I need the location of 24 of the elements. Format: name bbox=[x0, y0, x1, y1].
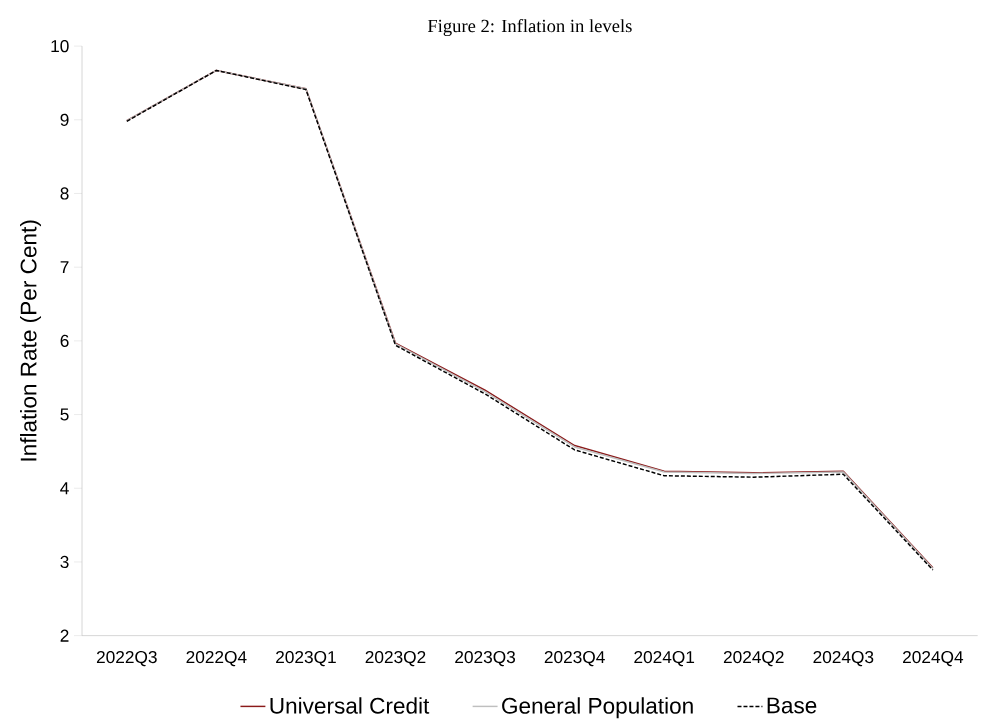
y-tick-label: 2 bbox=[60, 629, 69, 642]
x-tick-label: 2024Q4 bbox=[903, 651, 964, 667]
y-tick-label: 4 bbox=[60, 482, 69, 495]
legend-label: General Population bbox=[502, 697, 693, 719]
x-tick-label: 2022Q3 bbox=[96, 651, 157, 667]
x-tick-label: 2023Q2 bbox=[365, 651, 426, 667]
y-tick-label: 8 bbox=[60, 187, 69, 200]
x-tick-label: 2024Q3 bbox=[813, 651, 874, 667]
x-tick-label: 2023Q4 bbox=[544, 651, 605, 667]
legend-label: Base bbox=[767, 697, 817, 714]
y-tick-label: 7 bbox=[60, 261, 69, 274]
y-axis-title: Inflation Rate (Per Cent) bbox=[20, 220, 42, 461]
x-tick-label: 2023Q1 bbox=[276, 651, 336, 667]
legend-label: Universal Credit bbox=[270, 697, 430, 714]
x-tick-label: 2024Q2 bbox=[723, 651, 784, 667]
x-tick-label: 2023Q3 bbox=[455, 651, 516, 667]
y-tick-label: 3 bbox=[60, 555, 69, 569]
y-tick-label: 5 bbox=[60, 408, 69, 421]
chart-title: Figure 2: Inflation in levels bbox=[427, 19, 632, 37]
y-tick-label: 10 bbox=[51, 40, 69, 53]
x-tick-label: 2024Q1 bbox=[634, 651, 695, 667]
y-tick-label: 6 bbox=[60, 334, 69, 348]
x-tick-label: 2022Q4 bbox=[186, 651, 247, 667]
y-tick-label: 9 bbox=[60, 113, 69, 126]
